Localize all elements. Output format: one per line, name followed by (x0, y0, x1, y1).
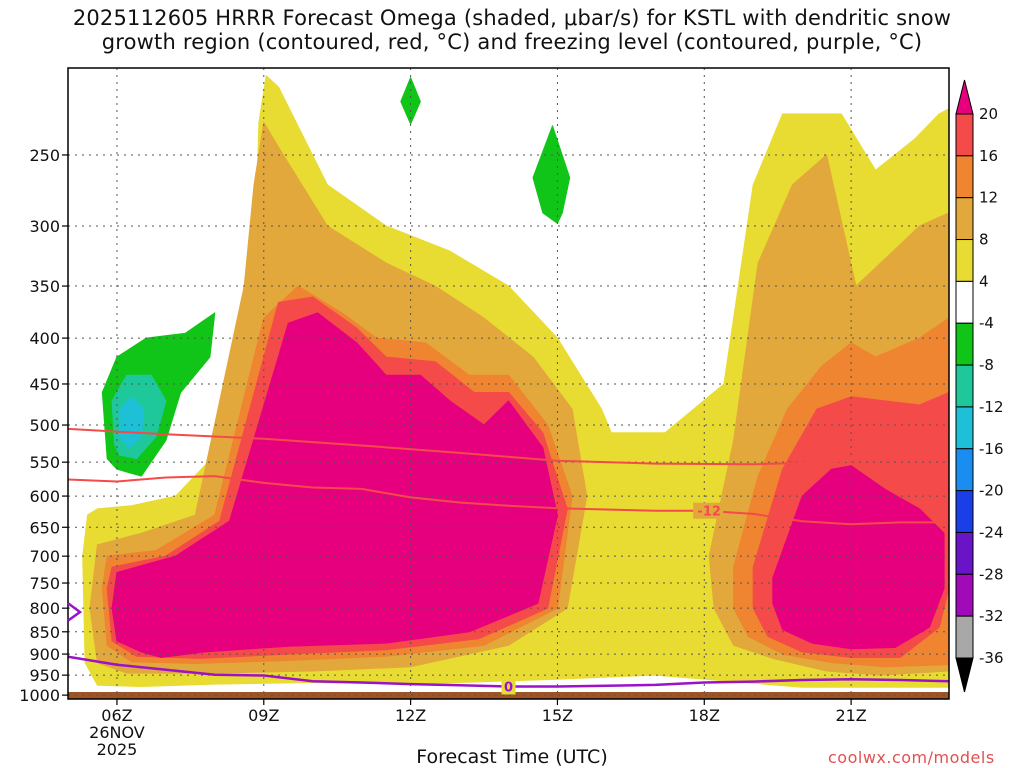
x-tick-label-12Z: 12Z (395, 706, 426, 725)
chart-title-line-1: 2025112605 HRRR Forecast Omega (shaded, … (72, 6, 952, 30)
y-tick-label-800: 800 (29, 599, 60, 618)
contour-lines: -12 0 (68, 427, 949, 695)
y-tick-label-950: 950 (29, 666, 60, 685)
freezing-level-label: 0 (504, 680, 513, 695)
omega-region-right-upward-motion-20-8 (772, 465, 945, 650)
y-tick-label-550: 550 (29, 453, 60, 472)
x-tick-label-15Z: 15Z (542, 706, 573, 725)
colorbar-label-13: -36 (979, 649, 1004, 667)
colorbar-bin-4 (955, 239, 974, 282)
freezing-label-bg (501, 678, 516, 695)
colorbar-bin-6 (955, 322, 974, 366)
colorbar-bin-2 (955, 155, 974, 199)
colorbar-label-2: 12 (979, 189, 998, 207)
colorbar-label-11: -28 (979, 565, 1004, 583)
dgz-contour-lower-dgz-line (68, 475, 949, 526)
colorbar-label-10: -24 (979, 523, 1004, 541)
y-tick-label-600: 600 (29, 487, 60, 506)
colorbar-top-triangle (955, 79, 974, 115)
colorbar-bin-1 (955, 113, 974, 157)
colorbar-bottom-triangle (955, 657, 974, 693)
y-tick-label-350: 350 (29, 277, 60, 296)
y-tick-label-450: 450 (29, 375, 60, 394)
omega-region-downward-motion-top--8-13 (532, 125, 571, 224)
grid-lines (68, 68, 949, 699)
colorbar-label-0: 20 (979, 105, 998, 123)
y-tick-label-300: 300 (29, 217, 60, 236)
x-tick-label-21Z: 21Z (835, 706, 866, 725)
colorbar-bin-8 (955, 406, 974, 450)
omega-shading (68, 75, 949, 699)
colorbar-bin-9 (955, 448, 974, 492)
y-tick-label-900: 900 (29, 645, 60, 664)
y-tick-label-850: 850 (29, 623, 60, 642)
colorbar-label-5: -4 (979, 314, 994, 332)
y-tick-label-750: 750 (29, 574, 60, 593)
y-tick-label-250: 250 (29, 146, 60, 165)
y-tick-label-400: 400 (29, 329, 60, 348)
colorbar-bin-7 (955, 364, 974, 408)
colorbar-label-3: 8 (979, 231, 989, 249)
colorbar-label-12: -32 (979, 607, 1004, 625)
y-tick-label-500: 500 (29, 416, 60, 435)
dgz-label-bg (693, 502, 724, 519)
x-tick-label-18Z: 18Z (689, 706, 720, 725)
colorbar-label-7: -12 (979, 398, 1004, 416)
chart-title: 2025112605 HRRR Forecast Omega (shaded, … (0, 6, 1024, 54)
colorbar-bin-10 (955, 490, 974, 533)
x-tick-sublabel-1: 2025 (97, 740, 138, 759)
colorbar-label-6: -8 (979, 356, 994, 374)
colorbar-label-4: 4 (979, 272, 989, 290)
credit-text: coolwx.com/models (828, 748, 995, 767)
colorbar-bin-11 (955, 531, 974, 575)
freezing-level-edge-marker (67, 602, 83, 622)
colorbar: 20 16 12 8 4 -4 -8 -12 -16 -20 -24 -28 -32 -36 (955, 79, 1004, 693)
y-tick-label-700: 700 (29, 547, 60, 566)
x-tick-sublabel-0: 26NOV (89, 723, 145, 742)
colorbar-label-9: -20 (979, 482, 1004, 500)
omega-region-downward-motion-top--8-12 (400, 77, 421, 125)
colorbar-bin-5 (955, 280, 974, 324)
colorbar-bin-3 (955, 197, 974, 241)
ground-surface (68, 691, 949, 699)
y-tick-label-650: 650 (29, 518, 60, 537)
colorbar-bin-13 (955, 615, 974, 659)
chart-title-line-2: growth region (contoured, red, °C) and f… (101, 30, 923, 54)
colorbar-label-8: -16 (979, 440, 1004, 458)
dgz-contour-upper-dgz-line (68, 427, 949, 466)
x-axis-label: Forecast Time (UTC) (416, 746, 608, 768)
omega-region-downward-motion-left--16-11 (118, 396, 145, 449)
axes: 250 300 350 400 450 500 550 600 650 700 750 800 850 9… (19, 146, 867, 759)
y-tick-label-1000: 1000 (19, 686, 60, 705)
dgz-contour-label: -12 (697, 505, 721, 520)
x-tick-label-06Z: 06Z (101, 706, 132, 725)
colorbar-label-1: 16 (979, 147, 998, 165)
colorbar-bin-12 (955, 573, 974, 617)
omega-region-main-upward-motion-20-4 (111, 312, 558, 658)
x-tick-label-09Z: 09Z (248, 706, 279, 725)
